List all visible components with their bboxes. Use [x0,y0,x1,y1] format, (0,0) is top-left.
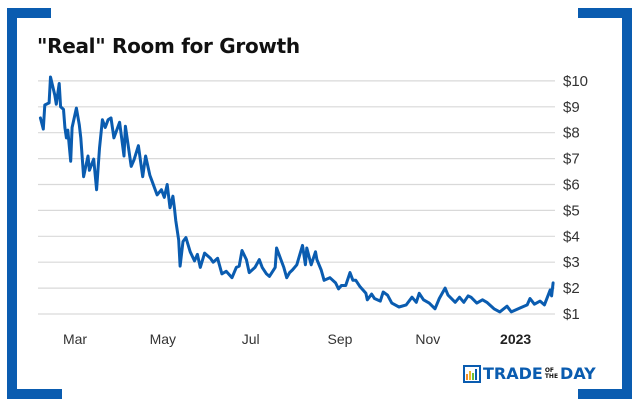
trade-of-the-day-logo: TRADE OF THE DAY [463,364,596,383]
logo-bar [466,373,468,380]
y-tick-label: $9 [563,99,580,116]
frame-bracket-top-right-h [578,8,632,18]
frame-bracket-bottom-right-h [578,389,632,399]
y-tick-label: $5 [563,202,580,219]
y-tick-label: $10 [563,73,588,90]
x-tick-label: May [150,331,176,347]
y-tick-label: $4 [563,228,580,245]
logo-bar [472,372,474,380]
logo-text-trade: TRADE [483,364,543,383]
logo-text-the: THE [544,372,559,380]
price-line [38,75,555,314]
logo-text-of: OF [544,366,555,374]
x-tick-label: Mar [63,331,87,347]
frame-bracket-bottom-left-h [7,389,62,399]
y-tick-label: $2 [563,280,580,297]
y-tick-label: $6 [563,177,580,194]
logo-bar [469,370,471,380]
x-tick-label: Jul [242,331,260,347]
y-tick-label: $3 [563,254,580,271]
y-tick-label: $1 [563,306,580,323]
logo-bar [475,368,477,380]
y-tick-label: $8 [563,125,580,142]
x-tick-label: Nov [415,331,440,347]
logo-text-day: DAY [560,364,596,383]
chart-title: "Real" Room for Growth [37,34,300,58]
frame-bracket-right-v [622,8,632,399]
y-tick-label: $7 [563,151,580,168]
x-tick-label: Sep [327,331,352,347]
frame-bracket-left-v [7,8,17,399]
frame-bracket-top-left-h [7,8,51,18]
bar-chart-logo-icon [463,364,481,383]
x-tick-label: 2023 [500,331,531,347]
